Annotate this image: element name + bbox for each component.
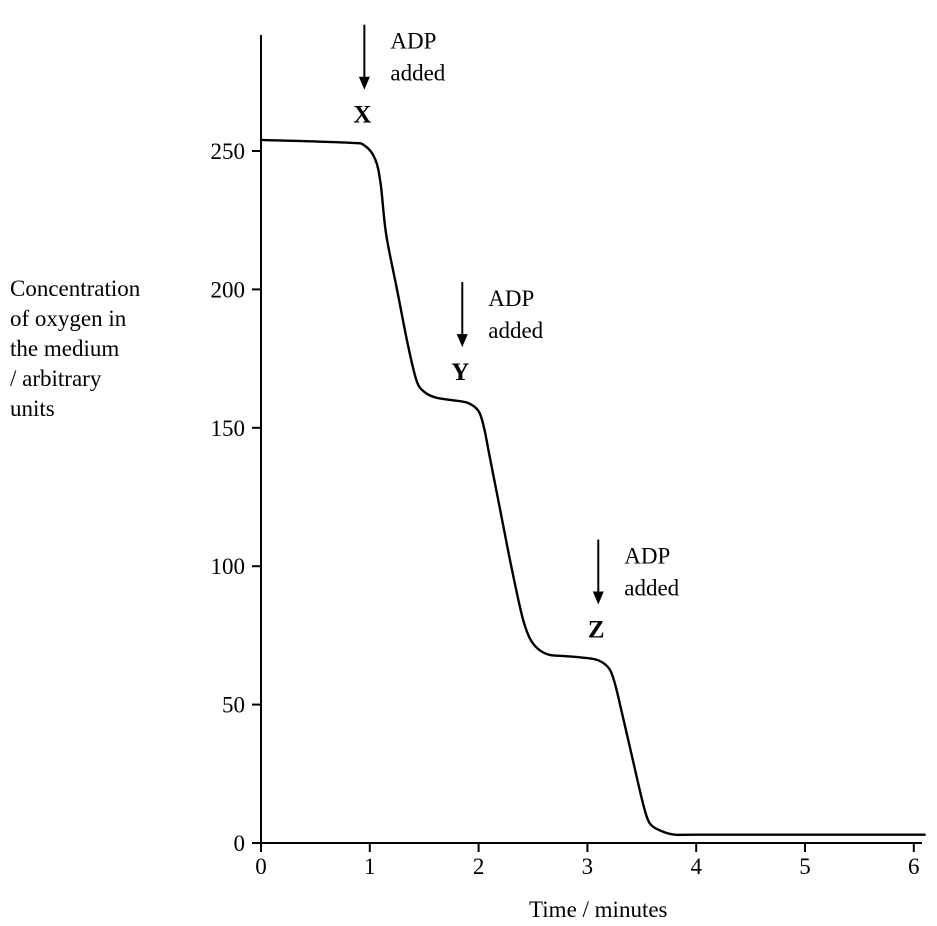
- x-tick-label: 6: [908, 854, 920, 879]
- annotation-z: ADP added Z: [588, 539, 680, 644]
- arrow-head: [592, 591, 604, 605]
- y-axis-title-line: the medium: [10, 336, 120, 361]
- oxygen-curve: [259, 138, 926, 837]
- x-tick-label: 3: [582, 854, 594, 879]
- annotation-label: ADP: [624, 544, 670, 569]
- annotation-label: ADP: [488, 286, 534, 311]
- x-tick-label: 5: [799, 854, 811, 879]
- axes: [260, 35, 922, 844]
- y-tick-label: 150: [211, 416, 246, 441]
- y-tick-label: 250: [211, 139, 246, 164]
- y-tick-label: 50: [222, 693, 245, 718]
- annotation-marker: X: [353, 102, 371, 129]
- y-tick-label: 200: [211, 277, 246, 302]
- y-axis-title-line: of oxygen in: [10, 306, 127, 331]
- x-tick-label: 4: [690, 854, 702, 879]
- annotation-x: ADP added X: [353, 24, 446, 129]
- y-axis-title-line: Concentration: [10, 276, 141, 301]
- annotations: ADP added X ADP added Y ADP added Z: [353, 24, 680, 644]
- x-tick-label: 2: [473, 854, 485, 879]
- y-axis-title: Concentration of oxygen in the medium / …: [10, 274, 190, 424]
- annotation-y: ADP added Y: [451, 282, 544, 386]
- x-axis-title: Time / minutes: [529, 897, 667, 922]
- annotation-marker: Y: [451, 359, 469, 386]
- y-axis-title-line: units: [10, 396, 55, 421]
- y-axis-title-line: / arbitrary: [10, 366, 102, 391]
- ticks: 0 50 100 150 200 250 0 1 2 3 4 5 6: [211, 139, 920, 879]
- y-tick-label: 100: [211, 554, 246, 579]
- annotation-label: added: [390, 61, 445, 86]
- arrow-head: [358, 76, 370, 90]
- x-tick-label: 0: [255, 854, 267, 879]
- annotation-label: added: [488, 318, 543, 343]
- annotation-label: added: [624, 576, 679, 601]
- x-tick-label: 1: [364, 854, 376, 879]
- arrow-head: [456, 334, 468, 348]
- annotation-label: ADP: [390, 29, 436, 54]
- annotation-marker: Z: [588, 617, 605, 644]
- y-tick-label: 0: [234, 831, 246, 856]
